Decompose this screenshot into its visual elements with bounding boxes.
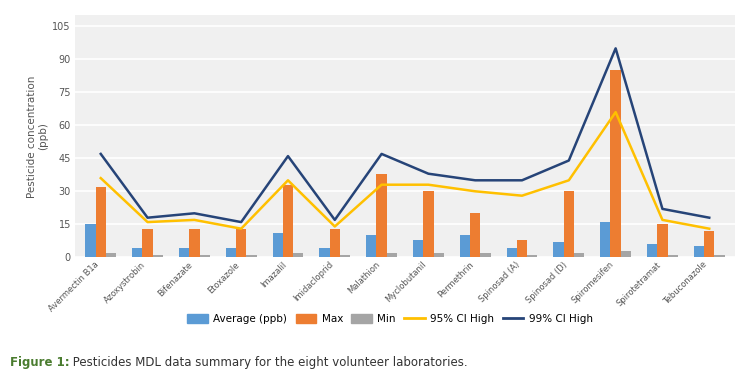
Bar	[600, 222, 610, 257]
Bar	[366, 235, 376, 257]
Bar	[320, 248, 330, 257]
Bar	[433, 253, 444, 257]
Bar	[657, 224, 668, 257]
Bar	[226, 248, 236, 257]
Bar	[460, 235, 470, 257]
Bar	[86, 224, 95, 257]
Bar	[517, 240, 527, 257]
Bar	[527, 255, 538, 257]
Bar	[470, 213, 480, 257]
Bar	[132, 248, 142, 257]
Bar	[106, 253, 116, 257]
Bar	[376, 174, 387, 257]
Bar	[340, 255, 350, 257]
Bar	[179, 248, 189, 257]
Bar	[621, 251, 631, 257]
Bar	[647, 244, 657, 257]
Bar	[236, 229, 246, 257]
Bar	[330, 229, 340, 257]
Bar	[272, 233, 283, 257]
Bar	[200, 255, 210, 257]
Bar	[387, 253, 397, 257]
Y-axis label: Pesticide concentration
(ppb): Pesticide concentration (ppb)	[26, 75, 48, 197]
Bar	[610, 70, 621, 257]
Bar	[715, 255, 724, 257]
Bar	[668, 255, 678, 257]
Legend: Average (ppb), Max, Min, 95% CI High, 99% CI High: Average (ppb), Max, Min, 95% CI High, 99…	[184, 311, 596, 327]
Bar	[142, 229, 153, 257]
Bar	[506, 248, 517, 257]
Bar	[574, 253, 584, 257]
Bar	[423, 191, 433, 257]
Bar	[293, 253, 304, 257]
Bar	[246, 255, 256, 257]
Bar	[704, 231, 715, 257]
Text: Figure 1:: Figure 1:	[10, 356, 69, 369]
Bar	[95, 187, 106, 257]
Bar	[413, 240, 423, 257]
Bar	[480, 253, 490, 257]
Bar	[554, 242, 564, 257]
Bar	[564, 191, 574, 257]
Bar	[153, 255, 163, 257]
Bar	[694, 246, 704, 257]
Bar	[283, 185, 293, 257]
Bar	[189, 229, 200, 257]
Text: Pesticides MDL data summary for the eight volunteer laboratories.: Pesticides MDL data summary for the eigh…	[69, 356, 468, 369]
